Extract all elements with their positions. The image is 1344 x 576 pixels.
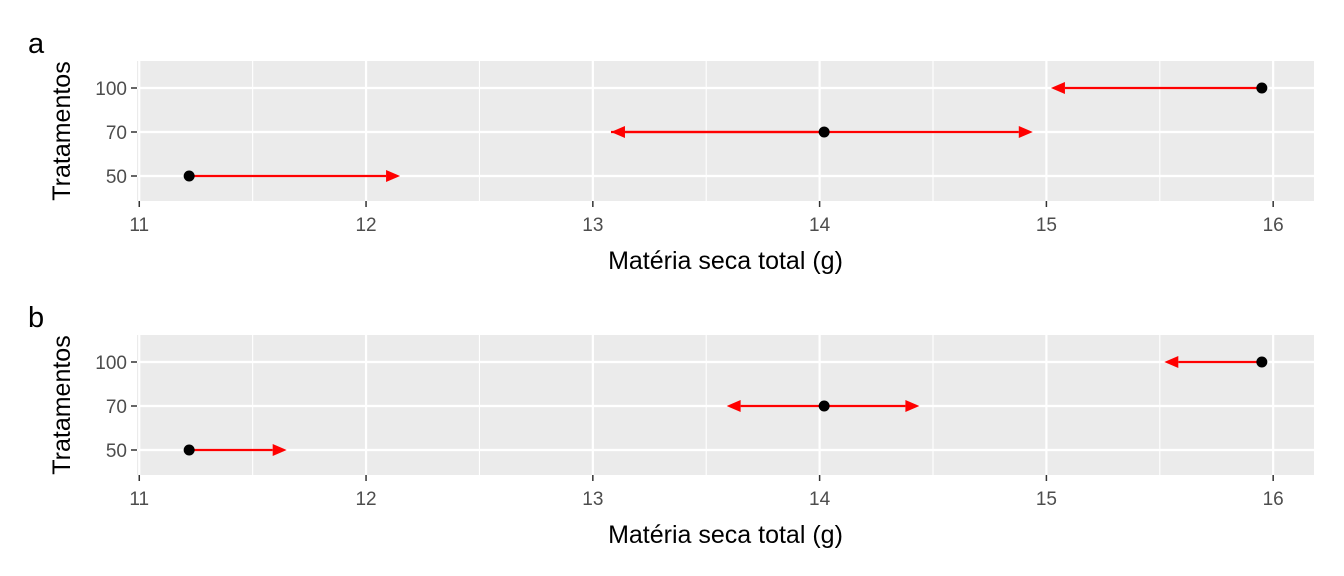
x-axis-title: Matéria seca total (g) <box>608 521 843 549</box>
interval-arrow-head <box>272 444 287 456</box>
y-axis-title: Tratamentos <box>48 61 76 200</box>
data-point <box>183 170 195 182</box>
x-tick-label: 16 <box>1263 215 1284 236</box>
x-tick-label: 13 <box>582 489 603 510</box>
data-point <box>1256 356 1268 368</box>
interval-arrow-head <box>905 400 920 412</box>
x-axis-title: Matéria seca total (g) <box>608 247 843 275</box>
x-tick-label: 16 <box>1263 489 1284 510</box>
data-point <box>818 126 830 138</box>
x-tick-label: 15 <box>1036 489 1057 510</box>
y-tick-label: 50 <box>106 167 127 188</box>
y-axis-title: Tratamentos <box>48 335 76 474</box>
interval-arrow-head <box>1018 126 1033 138</box>
interval-arrow-head <box>726 400 741 412</box>
interval-arrow-head <box>1050 82 1065 94</box>
y-tick-label: 100 <box>95 353 127 374</box>
panel-tag: b <box>28 302 44 334</box>
y-tick-label: 50 <box>106 441 127 462</box>
y-tick-label: 70 <box>106 397 127 418</box>
panel-b: 11 12 13 14 15 16 50 70 100 Matéria seca total (g… <box>28 302 1314 549</box>
interval-arrow-head <box>610 126 625 138</box>
x-tick-label: 14 <box>809 215 831 236</box>
data-point <box>183 444 195 456</box>
x-tick-label: 12 <box>355 489 376 510</box>
data-point <box>818 400 830 412</box>
interval-arrow-head <box>1164 356 1179 368</box>
x-tick-label: 14 <box>809 489 831 510</box>
x-tick-label: 11 <box>129 489 149 510</box>
x-tick-label: 15 <box>1036 215 1057 236</box>
panel-a: 11 12 13 14 15 16 50 70 100 Matéria seca total (g… <box>28 28 1314 275</box>
y-tick-label: 70 <box>106 123 127 144</box>
x-tick-label: 12 <box>355 215 376 236</box>
interval-arrow-head <box>386 170 401 182</box>
x-tick-label: 11 <box>129 215 149 236</box>
data-point <box>1256 82 1268 94</box>
x-tick-label: 13 <box>582 215 603 236</box>
panel-tag: a <box>28 28 45 60</box>
y-tick-label: 100 <box>95 79 127 100</box>
